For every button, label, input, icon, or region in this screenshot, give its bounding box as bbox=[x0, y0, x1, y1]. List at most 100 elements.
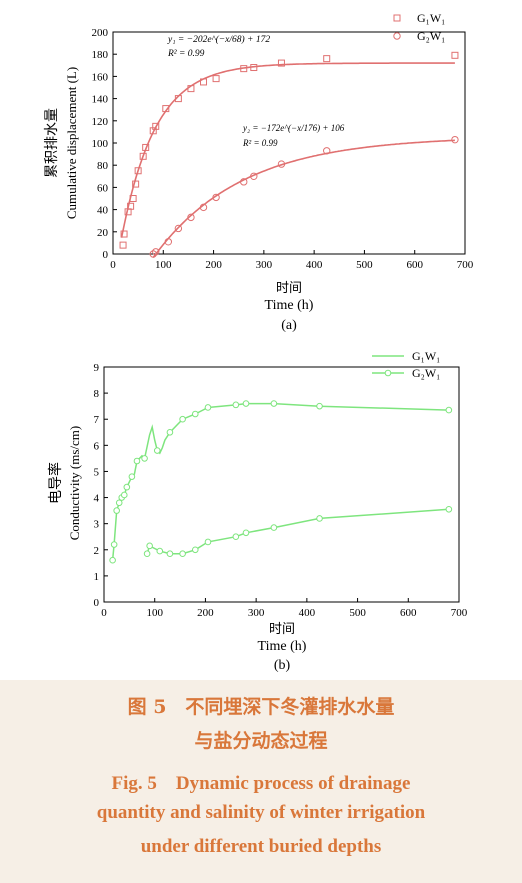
x-tick-label-b: 700 bbox=[451, 607, 468, 619]
x-tick-label-b: 600 bbox=[400, 607, 417, 619]
x-axis-label-a: Time (h) bbox=[265, 298, 314, 313]
x-tick-label-a: 300 bbox=[256, 259, 273, 271]
data-point-g2w1 bbox=[164, 238, 173, 246]
data-point-g1w1 bbox=[141, 455, 148, 462]
caption-en-line2: quantity and salinity of winter irrigati… bbox=[96, 802, 426, 823]
data-point-g2w1 bbox=[204, 538, 212, 546]
data-point-g1w1 bbox=[250, 64, 258, 72]
data-point-g1w1 bbox=[129, 195, 137, 202]
legend-marker-g2w1-b bbox=[384, 369, 392, 377]
data-point-g2w1 bbox=[156, 547, 164, 555]
y-tick-label-b: 5 bbox=[94, 466, 100, 478]
x-tick-label-a: 500 bbox=[356, 259, 373, 271]
x-axis-label-cn-b: 时间 bbox=[269, 622, 295, 637]
data-point-g1w1 bbox=[174, 95, 182, 103]
y-tick-label-a: 100 bbox=[92, 138, 109, 150]
data-point-g2w1 bbox=[242, 529, 250, 537]
caption-cn-line1: 图 5 不同埋深下冬灌排水水量 bbox=[127, 696, 395, 718]
data-point-g1w1 bbox=[120, 491, 128, 499]
data-point-g1w1 bbox=[139, 152, 147, 160]
y-tick-label-a: 40 bbox=[97, 205, 109, 217]
legend-marker-g1w1 bbox=[393, 14, 401, 22]
data-point-g1w1 bbox=[240, 65, 248, 73]
data-point-g2w1 bbox=[270, 524, 278, 531]
data-point-g1w1 bbox=[451, 51, 459, 59]
r-squared-2: R² = 0.99 bbox=[242, 138, 278, 148]
equation-2: y₂ = −172e^(−x/176) + 106 bbox=[242, 123, 345, 133]
y-tick-label-b: 3 bbox=[94, 519, 100, 531]
caption-en-line1: Fig. 5 Dynamic process of drainage bbox=[111, 773, 411, 794]
panel-label-b: (b) bbox=[274, 658, 291, 673]
data-point-g1w1 bbox=[142, 143, 150, 151]
data-point-g1w1 bbox=[127, 202, 135, 210]
y-tick-label-b: 8 bbox=[94, 388, 100, 400]
data-point-g2w1 bbox=[199, 203, 208, 212]
data-point-g1w1 bbox=[270, 400, 278, 407]
data-point-g1w1 bbox=[119, 241, 127, 249]
y-tick-label-a: 60 bbox=[97, 182, 109, 194]
x-tick-label-b: 200 bbox=[197, 607, 214, 619]
y-tick-label-b: 7 bbox=[94, 414, 100, 426]
data-point-g1w1 bbox=[120, 230, 128, 238]
y-tick-label-a: 120 bbox=[92, 116, 109, 128]
data-point-g1w1 bbox=[323, 55, 331, 63]
plot-frame-b bbox=[103, 366, 460, 603]
y-tick-label-b: 6 bbox=[94, 440, 100, 452]
series-line-g1w1 bbox=[111, 402, 449, 561]
data-point-g1w1 bbox=[133, 457, 141, 465]
data-point-g2w1 bbox=[250, 172, 258, 181]
data-point-g1w1 bbox=[132, 180, 140, 188]
y-tick-label-a: 20 bbox=[97, 227, 109, 239]
data-point-g2w1 bbox=[174, 224, 183, 233]
x-tick-label-b: 300 bbox=[248, 607, 265, 619]
data-point-g1w1 bbox=[123, 483, 131, 491]
data-point-g2w1 bbox=[166, 550, 174, 557]
data-point-g1w1 bbox=[179, 415, 186, 423]
equation-1: y₁ = −202e^(−x/68) + 172 bbox=[167, 34, 270, 45]
data-point-g2w1 bbox=[191, 546, 199, 554]
y-tick-label-b: 4 bbox=[94, 493, 100, 505]
x-tick-label-b: 0 bbox=[101, 607, 107, 619]
data-point-g1w1 bbox=[162, 105, 170, 113]
data-point-g2w1 bbox=[451, 135, 459, 144]
series-line-g2w1 bbox=[146, 508, 449, 555]
legend-label-g1w1: G₁W₁ bbox=[417, 11, 445, 25]
data-point-g2w1 bbox=[316, 515, 323, 522]
legend-marker-g2w1 bbox=[393, 32, 401, 40]
data-point-g1w1 bbox=[232, 401, 240, 409]
y-axis-label-a: Cumulative displacement (L) bbox=[64, 67, 79, 219]
data-point-g2w1 bbox=[232, 533, 240, 541]
y-tick-label-a: 140 bbox=[92, 94, 109, 106]
data-point-g2w1 bbox=[277, 160, 286, 168]
caption-cn-line2: 与盐分动态过程 bbox=[194, 730, 328, 752]
y-tick-label-a: 180 bbox=[92, 49, 109, 61]
data-point-g1w1 bbox=[153, 447, 161, 454]
x-tick-label-a: 700 bbox=[457, 259, 474, 271]
x-tick-label-b: 100 bbox=[146, 607, 163, 619]
data-point-g2w1 bbox=[146, 542, 153, 550]
data-point-g2w1 bbox=[240, 178, 248, 186]
data-point-g1w1 bbox=[200, 78, 208, 86]
y-tick-label-b: 2 bbox=[94, 545, 100, 557]
x-tick-label-a: 200 bbox=[205, 259, 222, 271]
data-point-g1w1 bbox=[166, 428, 174, 436]
caption-en-line3: under different buried depths bbox=[140, 836, 382, 857]
data-point-g2w1 bbox=[323, 147, 331, 155]
chart-panel-a: 0 100 200 300 400 500 600 700 0 20 40 60 80 100 120 140… bbox=[44, 11, 474, 333]
data-point-g1w1 bbox=[115, 499, 123, 507]
data-point-g2w1 bbox=[143, 550, 151, 557]
data-point-g2w1 bbox=[179, 550, 186, 557]
data-point-g1w1 bbox=[277, 59, 285, 67]
data-point-g1w1 bbox=[204, 404, 212, 411]
data-point-g1w1 bbox=[134, 167, 142, 175]
data-point-g2w1 bbox=[149, 250, 157, 258]
data-point-g2w1 bbox=[212, 193, 220, 202]
y-tick-label-a: 200 bbox=[92, 27, 109, 39]
data-point-g1w1 bbox=[152, 122, 160, 130]
data-point-g1w1 bbox=[128, 473, 136, 480]
y-axis-label-b: Conductivity (ms/cm) bbox=[67, 426, 82, 540]
data-point-g2w1 bbox=[445, 506, 453, 513]
data-point-g2w1 bbox=[187, 213, 195, 222]
chart-panel-b: 0 100 200 300 400 500 600 700 0 1 2 3 4 5 6 7 8 9 G₁W₁ G₂W₁… bbox=[47, 349, 468, 673]
x-axis-label-cn-a: 时间 bbox=[276, 281, 302, 296]
